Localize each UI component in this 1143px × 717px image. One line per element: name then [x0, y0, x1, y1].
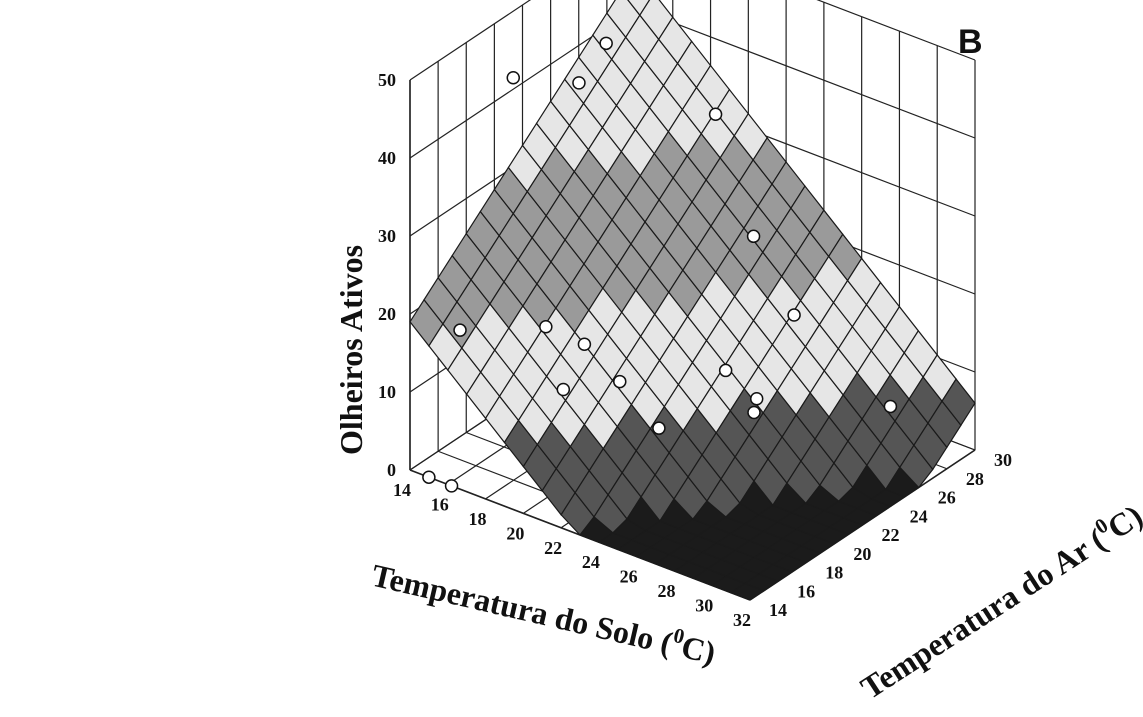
y-tick-label: 24 [910, 506, 928, 526]
z-tick-label: 10 [378, 382, 396, 402]
data-point [787, 308, 801, 322]
data-point [577, 337, 592, 351]
y-tick-label: 16 [797, 581, 815, 601]
data-point [746, 229, 761, 244]
y-tick-label: 14 [769, 600, 787, 620]
grid-line [634, 7, 976, 139]
x-tick-label: 32 [733, 610, 751, 630]
data-point [749, 392, 764, 406]
x-tick-label: 20 [506, 523, 524, 543]
data-point [539, 319, 553, 334]
panel-letter: B [958, 23, 983, 61]
data-point [422, 470, 436, 484]
data-point [883, 399, 898, 414]
z-tick-label: 20 [378, 304, 396, 324]
y-tick-label: 30 [994, 450, 1012, 470]
x-tick-label: 24 [582, 552, 600, 572]
data-point [453, 323, 467, 337]
data-point [599, 36, 613, 51]
z-tick-label: 40 [378, 148, 396, 168]
x-tick-label: 28 [657, 581, 675, 601]
data-point [506, 71, 521, 85]
x-axis-title: Temperatura do Solo (0C) [368, 554, 719, 671]
data-point [747, 405, 761, 420]
data-point [652, 421, 666, 435]
x-tick-label: 16 [431, 494, 449, 514]
x-tick-label: 14 [393, 480, 411, 500]
surface-cell [941, 378, 976, 427]
y-tick-label: 20 [853, 544, 871, 564]
regression-surface [409, 0, 976, 601]
data-point [613, 374, 627, 389]
x-tick-label: 22 [544, 538, 562, 558]
surface-cell [627, 0, 651, 17]
z-tick-label: 50 [378, 70, 396, 90]
y-tick-label: 26 [938, 488, 956, 508]
y-tick-label: 28 [966, 469, 984, 489]
x-tick-label: 30 [695, 596, 713, 616]
data-points [422, 36, 898, 493]
data-point [718, 363, 733, 378]
grid-line [409, 0, 532, 81]
z-tick-label: 0 [387, 460, 396, 480]
grid-line [816, 0, 976, 61]
x-tick-label: 18 [469, 509, 487, 529]
data-point [572, 76, 586, 90]
z-tick-label: 30 [378, 226, 396, 246]
y-tick-label: 18 [825, 563, 843, 583]
data-point [556, 382, 571, 397]
tick-labels: 0 10 20 30 40 50 14 16 18 20 22 24 26 28 30 32 14 16 18 20 2… [378, 70, 1012, 630]
data-point [708, 107, 723, 122]
x-tick-label: 26 [620, 567, 638, 587]
z-axis-title: Olheiros Ativos [333, 245, 369, 455]
y-tick-label: 22 [882, 525, 900, 545]
data-point [444, 479, 459, 493]
